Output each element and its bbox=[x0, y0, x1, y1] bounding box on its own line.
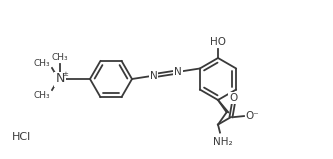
Text: HCl: HCl bbox=[12, 132, 31, 142]
Text: N: N bbox=[55, 73, 65, 86]
Text: CH₃: CH₃ bbox=[34, 59, 50, 68]
Text: O: O bbox=[229, 93, 237, 103]
Text: ±: ± bbox=[62, 71, 68, 77]
Text: O⁻: O⁻ bbox=[245, 111, 259, 121]
Text: N: N bbox=[150, 71, 158, 81]
Text: N: N bbox=[174, 67, 182, 77]
Text: NH₂: NH₂ bbox=[213, 137, 233, 147]
Text: HO: HO bbox=[210, 37, 226, 47]
Text: CH₃: CH₃ bbox=[52, 53, 68, 62]
Text: CH₃: CH₃ bbox=[34, 90, 50, 100]
